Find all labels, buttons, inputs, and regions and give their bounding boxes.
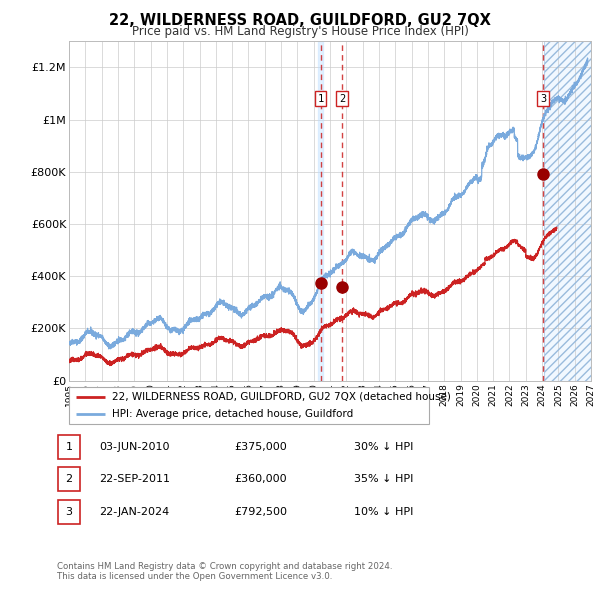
Text: 1: 1 [65,442,73,452]
Text: 3: 3 [65,507,73,517]
Text: Contains HM Land Registry data © Crown copyright and database right 2024.: Contains HM Land Registry data © Crown c… [57,562,392,571]
Text: 2: 2 [339,94,345,104]
Text: HPI: Average price, detached house, Guildford: HPI: Average price, detached house, Guil… [112,409,353,419]
FancyBboxPatch shape [58,500,80,524]
Text: £375,000: £375,000 [234,442,287,452]
Bar [317,41,323,381]
Text: 1: 1 [317,94,323,104]
Text: 22-JAN-2024: 22-JAN-2024 [99,507,169,517]
Bar [544,41,591,381]
Text: 22, WILDERNESS ROAD, GUILDFORD, GU2 7QX (detached house): 22, WILDERNESS ROAD, GUILDFORD, GU2 7QX … [112,392,451,402]
Text: 30% ↓ HPI: 30% ↓ HPI [354,442,413,452]
Text: 22, WILDERNESS ROAD, GUILDFORD, GU2 7QX: 22, WILDERNESS ROAD, GUILDFORD, GU2 7QX [109,13,491,28]
Text: £792,500: £792,500 [234,507,287,517]
Text: This data is licensed under the Open Government Licence v3.0.: This data is licensed under the Open Gov… [57,572,332,581]
Text: 2: 2 [65,474,73,484]
Text: 22-SEP-2011: 22-SEP-2011 [99,474,170,484]
FancyBboxPatch shape [58,467,80,491]
FancyBboxPatch shape [69,387,429,424]
Text: 35% ↓ HPI: 35% ↓ HPI [354,474,413,484]
Text: 3: 3 [540,94,546,104]
FancyBboxPatch shape [58,435,80,459]
Text: £360,000: £360,000 [234,474,287,484]
Text: 10% ↓ HPI: 10% ↓ HPI [354,507,413,517]
Text: 03-JUN-2010: 03-JUN-2010 [99,442,170,452]
Text: Price paid vs. HM Land Registry's House Price Index (HPI): Price paid vs. HM Land Registry's House … [131,25,469,38]
Bar [544,41,591,381]
